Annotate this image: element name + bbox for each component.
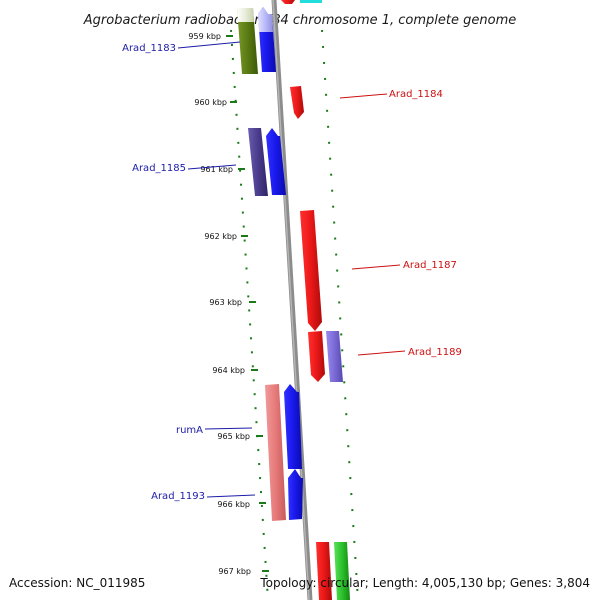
- ruler-label: 966 kbp: [217, 500, 250, 509]
- genome-backbone: [271, 0, 313, 600]
- gene-label-arad-1185: Arad_1185: [132, 163, 186, 174]
- gene-label-arad-1187: Arad_1187: [403, 260, 457, 271]
- gene-arad-1193: [288, 469, 303, 520]
- ruler-label: 962 kbp: [204, 232, 237, 241]
- ruler-label: 960 kbp: [194, 98, 227, 107]
- gene-arad-1183-pale: [237, 8, 254, 22]
- gene-arad-1189: [326, 331, 343, 382]
- gene-label-ruma: rumA: [176, 425, 203, 436]
- ruler-label: 967 kbp: [218, 567, 251, 576]
- leader-arad-1193: [206, 494, 256, 498]
- leader-arad-1187: [351, 264, 401, 270]
- ruler-label: 965 kbp: [217, 432, 250, 441]
- label-leaders: [177, 41, 406, 498]
- genome-backbone-highlight: [272, 0, 310, 600]
- gene-bottom-red: [316, 542, 332, 600]
- leader-arad-1184: [339, 93, 388, 99]
- ruler-ticks: [226, 35, 269, 572]
- gene-arad-1187: [300, 210, 322, 331]
- gene-arad-1183-blue-pale: [258, 7, 273, 32]
- map-title: Agrobacterium radiobacter K84 chromosome…: [83, 13, 516, 28]
- accession-text: Accession: NC_011985: [9, 576, 145, 590]
- gene-bottom-green: [334, 542, 350, 600]
- gc-track-inner: [230, 29, 269, 600]
- gene-label-arad-1193: Arad_1193: [151, 491, 205, 502]
- gene-arad-1185-purple: [248, 128, 268, 196]
- gene-arad-1183-green: [237, 8, 258, 74]
- genome-summary-text: Topology: circular; Length: 4,005,130 bp…: [259, 576, 590, 590]
- gene-top-cyan: [300, 0, 322, 3]
- gene-label-arad-1189: Arad_1189: [408, 347, 462, 358]
- ruler-label: 964 kbp: [212, 366, 245, 375]
- gc-track-outer: [321, 29, 359, 600]
- ruler-label: 961 kbp: [200, 165, 233, 174]
- leader-ruma: [204, 427, 253, 430]
- leader-arad-1189: [357, 350, 406, 356]
- gene-arad-1185-blue: [266, 128, 286, 195]
- gene-arad-1188: [308, 331, 325, 382]
- gene-ruma: [284, 384, 302, 469]
- gene-top-red: [281, 0, 295, 4]
- gene-pink: [265, 384, 286, 521]
- gene-label-arad-1184: Arad_1184: [389, 89, 443, 100]
- gene-label-arad-1183: Arad_1183: [122, 43, 176, 54]
- ruler-label: 963 kbp: [209, 298, 242, 307]
- ruler-label: 959 kbp: [188, 32, 221, 41]
- leader-arad-1185: [187, 164, 237, 170]
- gene-arad-1184: [290, 86, 304, 119]
- leader-arad-1183: [177, 41, 241, 49]
